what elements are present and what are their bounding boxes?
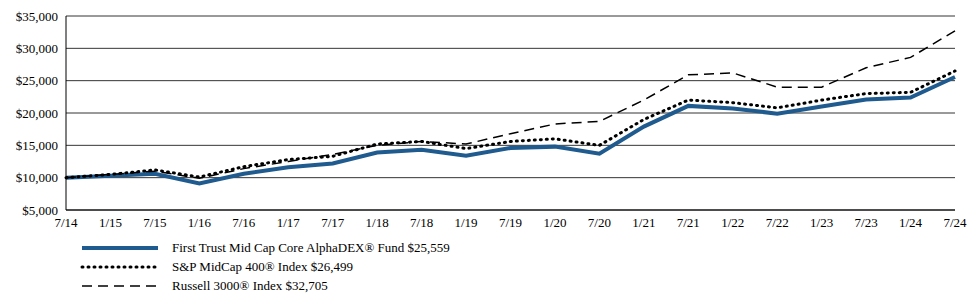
svg-text:7/18: 7/18 — [410, 215, 433, 230]
svg-text:1/21: 1/21 — [632, 215, 655, 230]
svg-text:7/14: 7/14 — [54, 215, 78, 231]
svg-text:$10,000: $10,000 — [16, 170, 58, 185]
svg-text:7/19: 7/19 — [499, 215, 522, 230]
html-text:S&P MidCap 400® Index $26,499: S&P MidCap 400® Index $26,499 — [172, 258, 353, 274]
svg-text:1/24: 1/24 — [899, 215, 923, 230]
svg-text:$5,000: $5,000 — [22, 203, 58, 218]
svg-text:1/22: 1/22 — [721, 215, 744, 230]
svg-text:1/20: 1/20 — [543, 215, 566, 230]
svg-text:7/21: 7/21 — [677, 215, 700, 230]
html-text:Russell 3000® Index $32,705: Russell 3000® Index $32,705 — [172, 277, 328, 293]
svg-text:1/23: 1/23 — [810, 215, 833, 230]
svg-text:1/18: 1/18 — [366, 215, 389, 230]
svg-text:7/20: 7/20 — [588, 215, 611, 230]
svg-text:1/17: 1/17 — [277, 215, 301, 230]
svg-text:1/15: 1/15 — [99, 215, 122, 230]
svg-text:$20,000: $20,000 — [16, 106, 58, 121]
svg-text:7/22: 7/22 — [766, 215, 789, 230]
svg-text:7/17: 7/17 — [321, 215, 345, 230]
svg-text:$35,000: $35,000 — [16, 9, 58, 24]
svg-text:$30,000: $30,000 — [16, 41, 58, 56]
svg-text:7/15: 7/15 — [143, 215, 166, 230]
svg-text:7/24: 7/24 — [943, 215, 967, 230]
html-text:First Trust Mid Cap Core Alpha: First Trust Mid Cap Core AlphaDEX® Fund … — [172, 239, 450, 255]
svg-text:1/16: 1/16 — [188, 215, 212, 230]
svg-text:$15,000: $15,000 — [16, 138, 58, 153]
svg-text:7/23: 7/23 — [855, 215, 878, 230]
svg-text:7/16: 7/16 — [232, 215, 256, 230]
svg-text:1/19: 1/19 — [454, 215, 477, 230]
svg-text:$25,000: $25,000 — [16, 73, 58, 88]
